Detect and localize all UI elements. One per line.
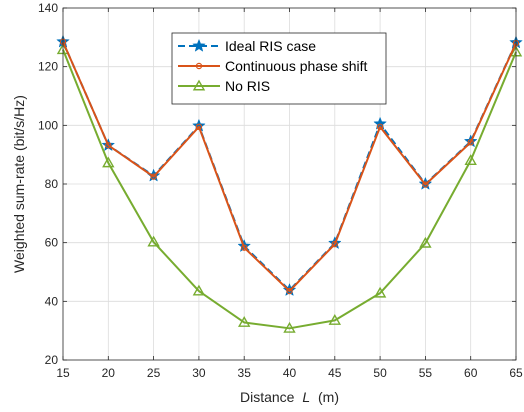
x-axis-label-variable: L — [302, 389, 310, 405]
legend-marker — [192, 79, 206, 91]
data-point — [464, 154, 477, 165]
data-point — [467, 139, 474, 146]
data-point — [150, 173, 157, 180]
data-point — [105, 142, 112, 149]
x-tick-label: 35 — [238, 366, 252, 380]
x-tick-label: 20 — [102, 366, 116, 380]
x-axis-label-prefix: Distance — [240, 389, 295, 405]
data-point — [282, 283, 297, 297]
x-tick-label: 15 — [56, 366, 70, 380]
data-point — [192, 284, 206, 296]
data-point — [147, 235, 160, 247]
y-axis-label: Weighted sum-rate (bit/s/Hz) — [11, 95, 27, 273]
data-point — [195, 123, 203, 131]
legend-label: Ideal RIS case — [225, 38, 316, 54]
series-line — [62, 49, 517, 330]
legend-item: Continuous phase shift — [178, 58, 368, 74]
data-point — [237, 316, 251, 327]
data-point — [102, 156, 115, 168]
y-tick-label: 20 — [45, 353, 59, 367]
x-axis-ticks: 15 20 25 30 35 40 45 50 55 60 65 — [56, 8, 523, 380]
data-point — [283, 321, 296, 333]
data-point — [373, 286, 387, 298]
legend: Ideal RIS case Continuous phase shift No R… — [171, 32, 387, 105]
y-tick-label: 80 — [45, 177, 59, 191]
x-tick-label: 65 — [509, 366, 523, 380]
x-tick-label: 25 — [147, 366, 161, 380]
data-point — [419, 236, 432, 248]
y-tick-label: 40 — [45, 294, 59, 308]
legend-label: Continuous phase shift — [225, 58, 368, 74]
data-point — [422, 181, 429, 188]
y-tick-label: 60 — [45, 236, 59, 250]
series-line — [62, 41, 517, 293]
x-tick-label: 30 — [192, 366, 206, 380]
x-axis-label-unit: (m) — [318, 389, 339, 405]
x-tick-label: 45 — [328, 366, 342, 380]
data-point — [286, 287, 293, 295]
legend-box — [171, 32, 387, 105]
x-tick-label: 40 — [283, 366, 297, 380]
data-point — [328, 313, 342, 325]
x-tick-label: 50 — [373, 366, 387, 380]
legend-marker — [192, 38, 206, 52]
x-tick-label: 60 — [464, 366, 478, 380]
series-layer — [56, 34, 523, 333]
x-axis-label: Distance L (m) — [240, 389, 339, 405]
legend-item: Ideal RIS case — [178, 38, 316, 54]
data-point — [376, 123, 384, 131]
legend-item: No RIS — [178, 78, 270, 94]
legend-label: No RIS — [225, 78, 270, 94]
y-axis-ticks: 20 40 60 80 100 120 140 — [38, 1, 516, 367]
x-tick-label: 55 — [419, 366, 433, 380]
y-tick-label: 140 — [38, 1, 58, 15]
data-point — [240, 244, 248, 251]
legend-marker — [195, 62, 203, 70]
y-tick-label: 100 — [38, 118, 58, 132]
y-tick-label: 120 — [38, 60, 58, 74]
data-point — [331, 240, 338, 248]
